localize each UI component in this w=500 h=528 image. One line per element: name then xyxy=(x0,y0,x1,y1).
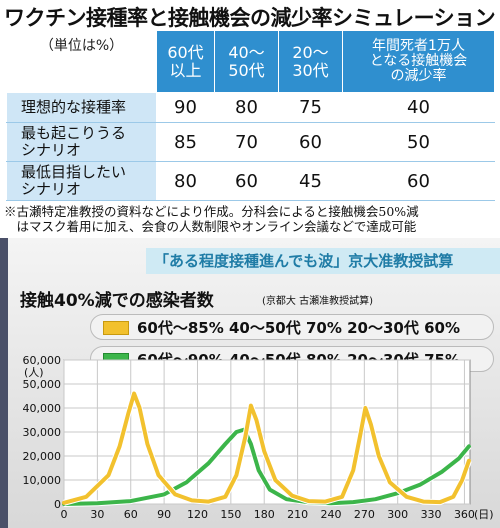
y-axis-label: (人) xyxy=(24,366,44,379)
x-tick-label: 150 xyxy=(220,508,241,521)
series-line-yellow xyxy=(62,391,471,505)
legend-swatch-yellow xyxy=(103,321,129,335)
table-row: 最も起こりうる シナリオ 85 70 60 50 xyxy=(6,122,495,162)
legend-item-yellow: 60代～85% 40～50代 70% 20～30代 60% xyxy=(90,314,494,340)
y-tick-label: 20,000 xyxy=(23,450,62,463)
x-tick-label: 240 xyxy=(320,508,341,521)
y-tick-label: 0 xyxy=(54,498,61,511)
table-cell: 60 xyxy=(342,161,495,201)
table-unit-label: （単位は%） xyxy=(6,30,157,93)
table-row: 最低目指したい シナリオ 80 60 45 60 xyxy=(6,161,495,201)
table-header-20s-30s: 20～ 30代 xyxy=(278,30,343,93)
table-header-60s: 60代 以上 xyxy=(156,30,215,93)
x-tick-label: 330 xyxy=(421,508,442,521)
table-cell: 90 xyxy=(156,92,215,123)
news-caption: 「ある程度接種進んでも波」京大准教授試算 xyxy=(146,248,500,274)
table-cell: 70 xyxy=(214,122,279,162)
x-tick-label: 180 xyxy=(254,508,275,521)
y-tick-label: 60,000 xyxy=(23,354,62,367)
x-tick-label: 210 xyxy=(287,508,308,521)
table-cell: 80 xyxy=(156,161,215,201)
table-cell: 85 xyxy=(156,122,215,162)
x-axis-label: (日) xyxy=(474,508,494,521)
table-cell: 80 xyxy=(214,92,279,123)
table-cell: 50 xyxy=(342,122,495,162)
legend-label: 60代～85% 40～50代 70% 20～30代 60% xyxy=(137,319,460,337)
table-header-40s-50s: 40～ 50代 xyxy=(214,30,279,93)
table-header-contact-reduction: 年間死者1万人 となる接触機会 の減少率 xyxy=(342,30,495,93)
x-tick-label: 120 xyxy=(187,508,208,521)
x-tick-label: 300 xyxy=(387,508,408,521)
table-cell: 45 xyxy=(278,161,343,201)
table-cell: 60 xyxy=(278,122,343,162)
x-tick-label: 30 xyxy=(90,508,104,521)
table-row: 理想的な接種率 90 80 75 40 xyxy=(6,92,495,123)
footnote: ※古瀬特定准教授の資料などにより作成。分科会によると接触機会50%減 はマスク着… xyxy=(4,204,419,234)
chart-panel: 「ある程度接種進んでも波」京大准教授試算 接触40%減での感染者数 (京都大 古… xyxy=(8,238,500,528)
x-tick-label: 90 xyxy=(157,508,171,521)
x-tick-label: 60 xyxy=(124,508,138,521)
infection-chart: 60,000 50,000 40,000 30,000 20,000 10,000 0 (人)… xyxy=(23,354,494,521)
row-label: 理想的な接種率 xyxy=(6,92,157,123)
y-tick-label: 10,000 xyxy=(23,474,62,487)
row-label: 最低目指したい シナリオ xyxy=(6,161,157,201)
table-cell: 75 xyxy=(278,92,343,123)
chart-title: 接触40%減での感染者数 xyxy=(20,291,214,311)
y-tick-label: 30,000 xyxy=(23,426,62,439)
y-tick-label: 40,000 xyxy=(23,402,62,415)
table-cell: 40 xyxy=(342,92,495,123)
vaccination-rate-table: （単位は%） 60代 以上 40～ 50代 20～ 30代 年間死者1万人 とな… xyxy=(6,30,495,201)
table-cell: 60 xyxy=(214,161,279,201)
x-tick-label: 0 xyxy=(61,508,68,521)
page-title: ワクチン接種率と接触機会の減少率シミュレーション xyxy=(4,6,496,30)
series-line-green xyxy=(62,427,471,506)
chart-source: (京都大 古瀬准教授試算) xyxy=(262,296,373,307)
x-tick-label: 360 xyxy=(454,508,475,521)
x-tick-label: 270 xyxy=(354,508,375,521)
row-label: 最も起こりうる シナリオ xyxy=(6,122,157,162)
tv-screenshot-panel: 「ある程度接種進んでも波」京大准教授試算 接触40%減での感染者数 (京都大 古… xyxy=(0,238,500,528)
y-tick-label: 50,000 xyxy=(23,378,62,391)
